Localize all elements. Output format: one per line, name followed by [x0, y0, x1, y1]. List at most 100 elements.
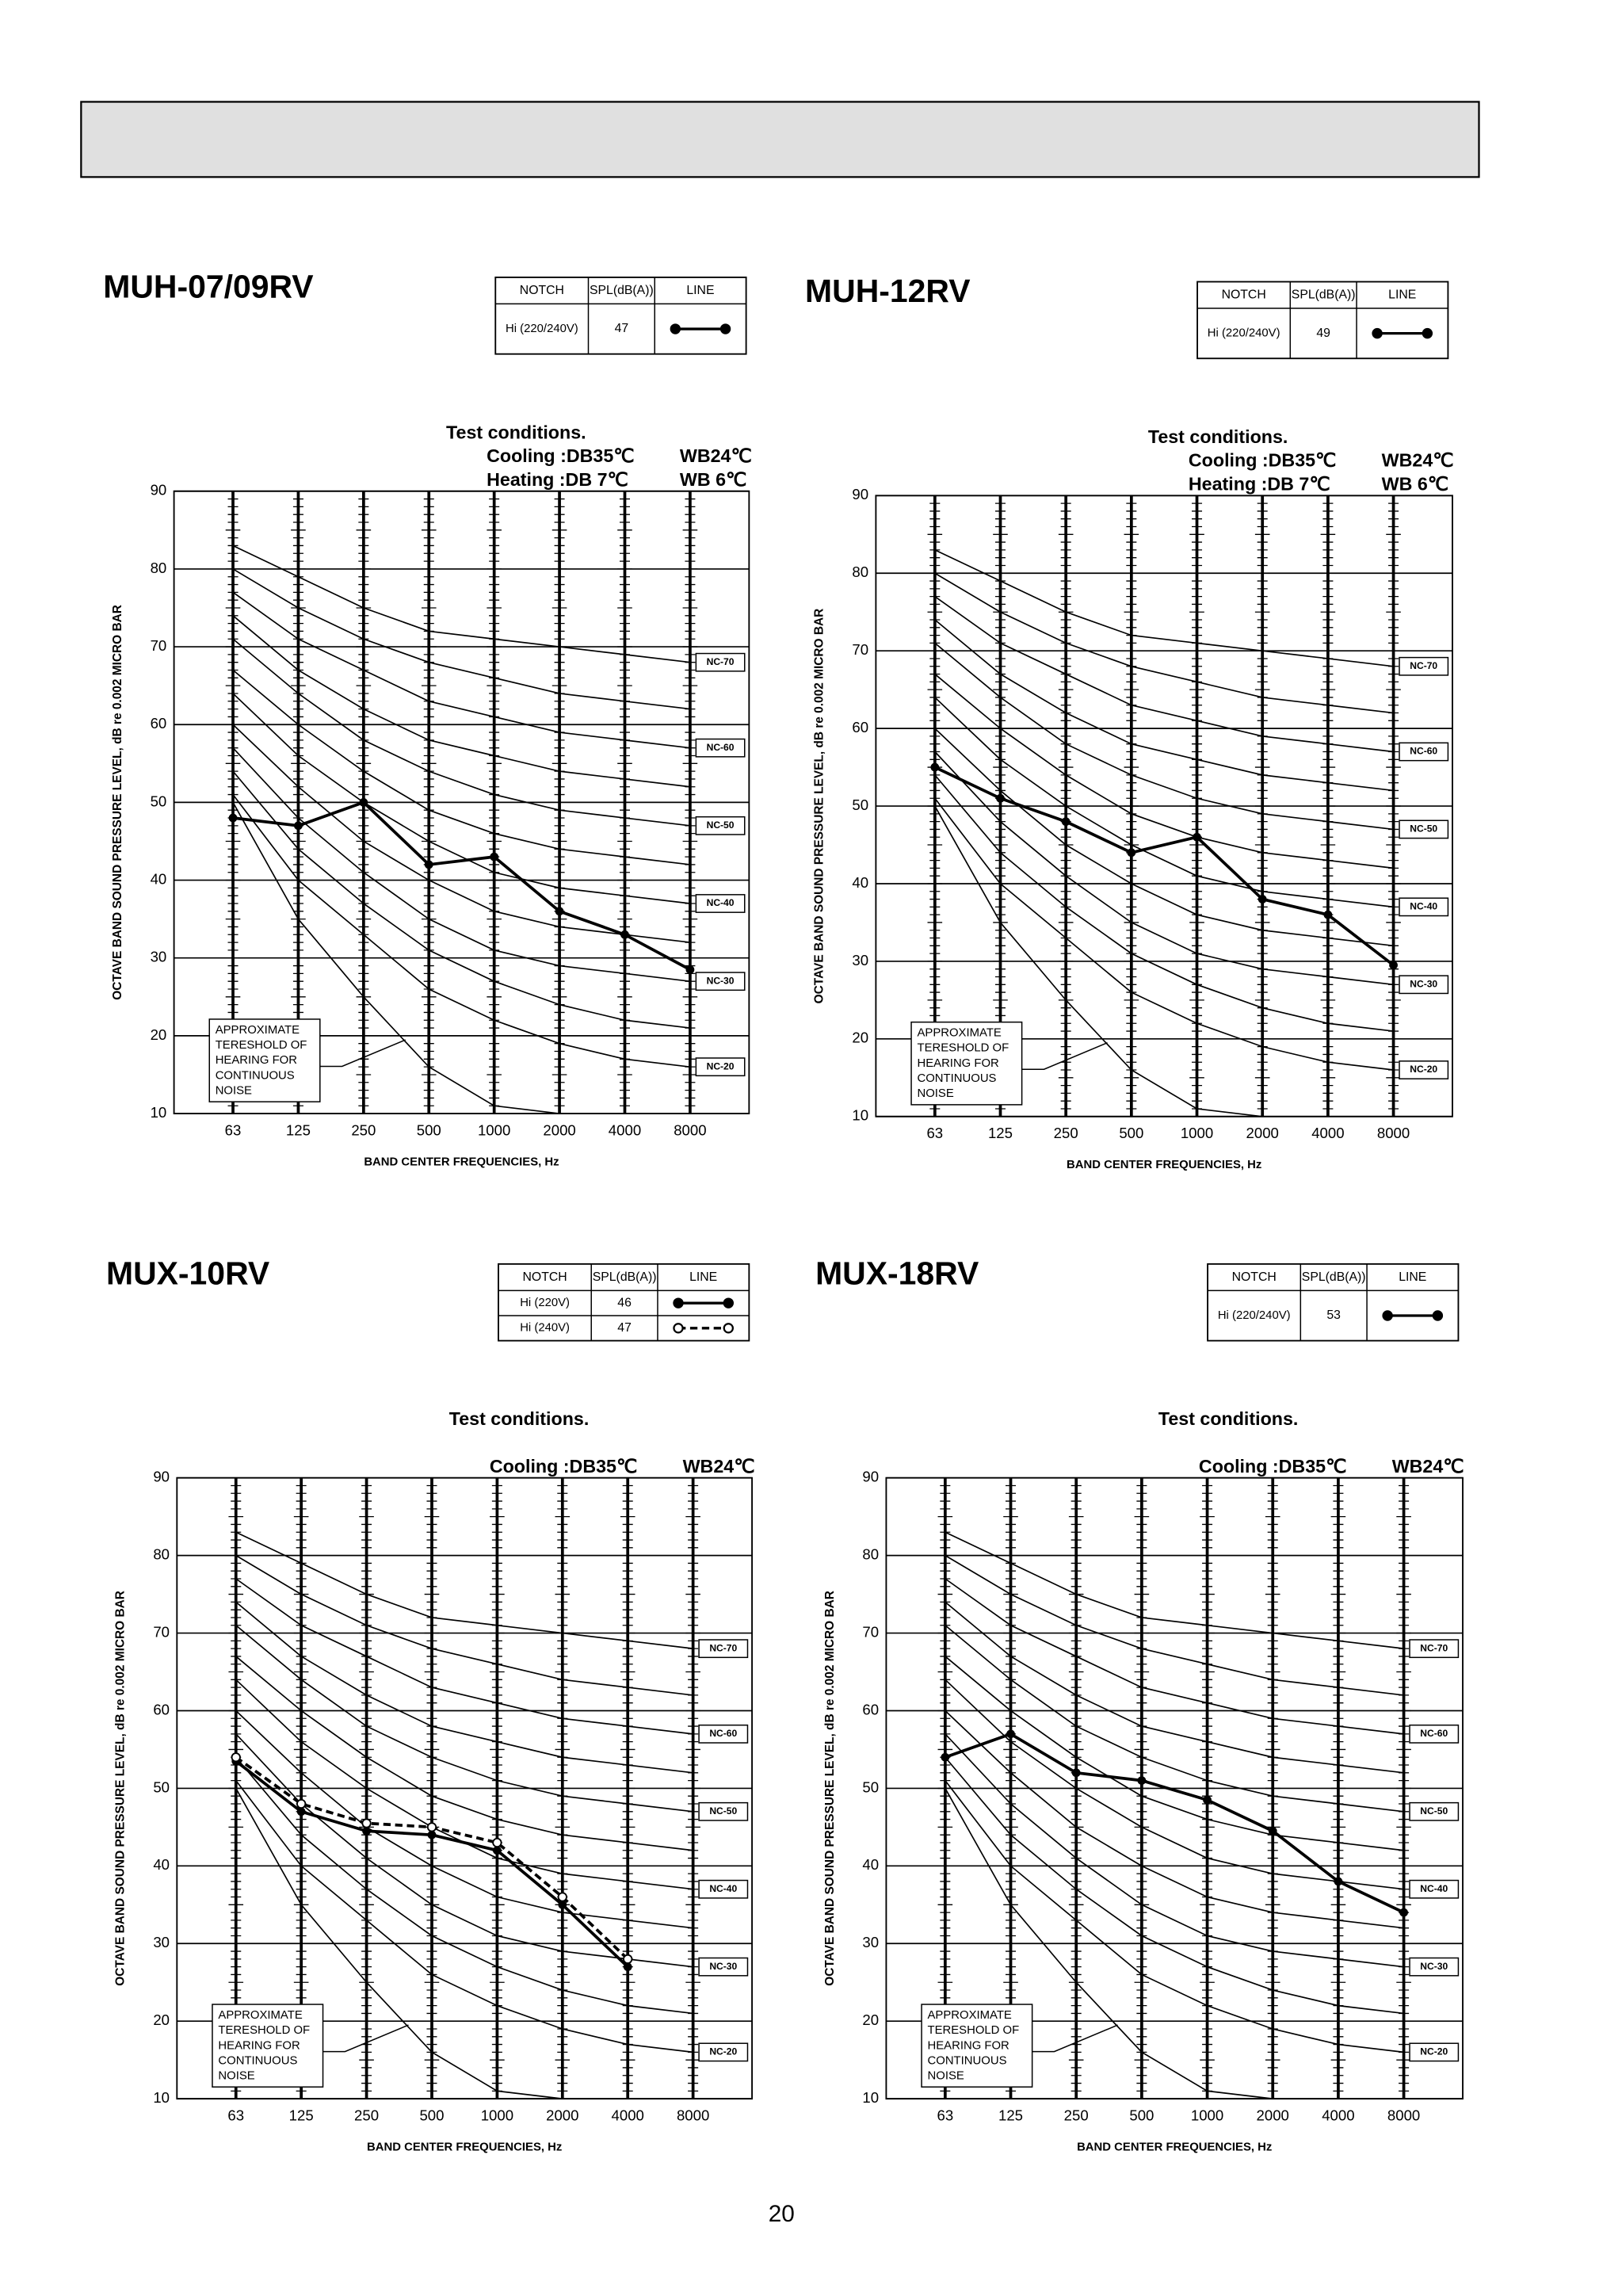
x-tick-label: 250 — [354, 2107, 379, 2123]
table-header-cell: SPL(dB(A)) — [593, 1270, 657, 1284]
nc-label: NC-30 — [709, 1961, 737, 1972]
band-ticks — [1265, 1477, 1280, 2099]
x-tick-label: 125 — [289, 2107, 314, 2123]
threshold-note: HEARING FOR — [917, 1057, 999, 1070]
y-tick-label: 80 — [151, 560, 167, 576]
x-tick-label: 1000 — [1191, 2107, 1223, 2123]
table-header-cell: SPL(dB(A)) — [590, 284, 654, 297]
y-tick-label: 70 — [862, 1623, 879, 1640]
y-tick-label: 90 — [862, 1469, 879, 1485]
conditions-text: Cooling :DB35℃ — [487, 445, 634, 466]
nc-curve — [934, 774, 1394, 1032]
nc-curve — [934, 619, 1394, 792]
nc-label-box — [695, 1057, 746, 1077]
legend-marker — [670, 323, 681, 334]
chart: MUX-18RV NOTCH SPL(dB(A)) LINE Hi (220/240V)… — [815, 1255, 1464, 2154]
threshold-note: CONTINUOUS — [917, 1072, 996, 1085]
data-point — [296, 1807, 306, 1817]
y-tick-label: 80 — [862, 1546, 879, 1563]
data-point — [623, 1954, 633, 1965]
y-tick-label: 40 — [151, 870, 167, 887]
threshold-curve — [232, 801, 560, 1114]
data-point — [426, 1822, 437, 1832]
conditions-text: WB24℃ — [1382, 450, 1454, 471]
nc-curve — [235, 1756, 693, 2015]
conditions-text: WB24℃ — [680, 445, 752, 466]
threshold-note: TERESHOLD OF — [928, 2024, 1020, 2037]
legend-name: Hi (220/240V) — [1218, 1309, 1291, 1322]
nc-curve — [934, 697, 1394, 908]
table-header-cell: LINE — [1388, 288, 1416, 301]
y-tick-label: 50 — [852, 797, 868, 813]
nc-curve — [232, 591, 691, 749]
y-tick-label: 60 — [153, 1701, 170, 1717]
data-point — [1127, 848, 1136, 858]
x-tick-label: 125 — [286, 1121, 311, 1138]
data-point — [941, 1752, 950, 1762]
nc-curve — [945, 1531, 1404, 1649]
threshold-note: CONTINUOUS — [216, 1069, 295, 1082]
table-border — [498, 1263, 750, 1342]
nc-label-box — [1399, 819, 1449, 839]
threshold-note: APPROXIMATE — [216, 1024, 300, 1037]
nc-curve — [235, 1531, 693, 1649]
data-point — [1006, 1729, 1015, 1739]
nc-label-box — [1399, 897, 1449, 917]
band-ticks — [1396, 1477, 1411, 2099]
y-tick-label: 20 — [151, 1026, 167, 1043]
nc-label: NC-20 — [1410, 1064, 1437, 1075]
chart-title: MUX-10RV — [106, 1255, 270, 1292]
data-point — [555, 907, 564, 916]
nc-curve — [232, 568, 691, 710]
threshold-note-box — [910, 1021, 1023, 1106]
threshold-note: APPROXIMATE — [928, 2009, 1012, 2022]
conditions-text: WB 6℃ — [1382, 473, 1448, 494]
nc-curve — [945, 1733, 1404, 1968]
data-point — [361, 1818, 372, 1828]
nc-label-box — [695, 652, 746, 672]
legend-marker — [723, 1297, 734, 1308]
nc-label: NC-60 — [709, 1728, 737, 1739]
x-tick-label: 1000 — [481, 2107, 513, 2123]
nc-curve — [232, 794, 691, 1068]
y-tick-label: 40 — [852, 874, 868, 891]
nc-label-box — [695, 972, 746, 991]
band-ticks — [555, 1477, 571, 2099]
data-point — [685, 965, 695, 974]
threshold-note-box — [212, 2004, 324, 2088]
data-point — [1334, 1877, 1343, 1886]
table-border — [1207, 1263, 1460, 1342]
band-ticks — [1124, 495, 1139, 1117]
threshold-curve — [235, 1788, 563, 2099]
band-ticks — [1134, 1477, 1150, 2099]
table-header-cell: SPL(dB(A)) — [1292, 288, 1356, 301]
table-border — [494, 276, 747, 355]
nc-curve — [232, 747, 691, 983]
data-point — [492, 1837, 502, 1848]
nc-label: NC-30 — [707, 975, 735, 986]
legend-marker — [1382, 1310, 1393, 1321]
legend-marker — [1422, 327, 1433, 339]
legend-spl: 47 — [617, 1321, 632, 1335]
threshold-note: HEARING FOR — [216, 1054, 298, 1067]
x-tick-label: 500 — [419, 2107, 444, 2123]
nc-label-box — [695, 738, 746, 758]
y-tick-label: 20 — [862, 2011, 879, 2028]
nc-label-box — [698, 2042, 749, 2062]
nc-curve — [232, 615, 691, 788]
data-point — [1258, 895, 1267, 904]
nc-label-box — [1409, 2042, 1460, 2062]
x-tick-label: 500 — [1129, 2107, 1154, 2123]
y-axis-label: OCTAVE BAND SOUND PRESSURE LEVEL, dB re … — [813, 609, 826, 1004]
series-line — [232, 800, 691, 972]
nc-curve — [934, 728, 1394, 947]
nc-curve — [945, 1710, 1404, 1929]
nc-label: NC-20 — [709, 2046, 737, 2057]
nc-curve — [235, 1578, 693, 1735]
nc-label-box — [695, 894, 746, 913]
chart-title: MUH-07/09RV — [103, 269, 314, 305]
data-point — [558, 1900, 567, 1909]
header-bar — [80, 101, 1480, 178]
legend-spl: 47 — [615, 322, 629, 335]
nc-curve — [235, 1780, 693, 2053]
